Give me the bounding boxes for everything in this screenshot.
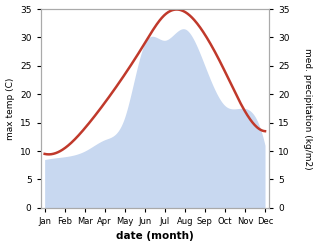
Y-axis label: max temp (C): max temp (C)	[5, 77, 15, 140]
Y-axis label: med. precipitation (kg/m2): med. precipitation (kg/m2)	[303, 48, 313, 169]
X-axis label: date (month): date (month)	[116, 231, 194, 242]
